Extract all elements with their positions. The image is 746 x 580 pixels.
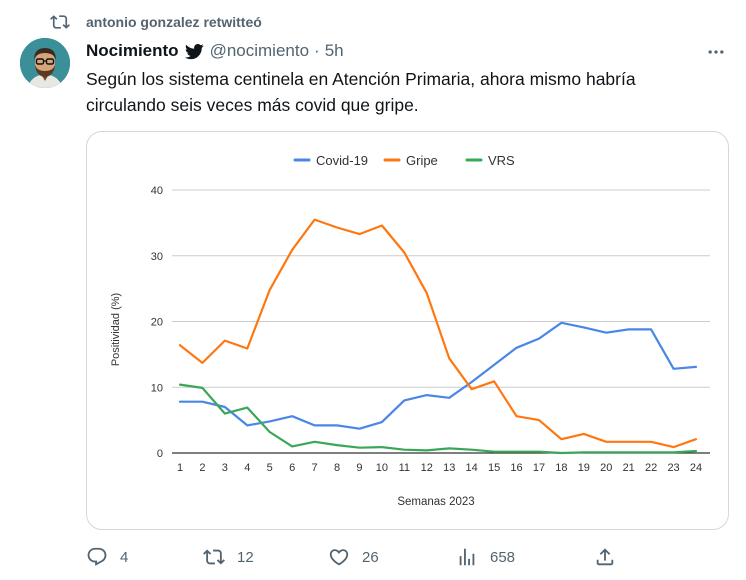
x-tick-label: 8 [334,462,340,474]
x-tick-label: 23 [667,462,679,474]
x-tick-label: 22 [645,462,657,474]
like-button[interactable]: 26 [328,544,379,570]
x-tick-label: 20 [600,462,612,474]
reply-button[interactable]: 4 [86,544,128,570]
x-tick-label: 1 [177,462,183,474]
series-line-gripe [178,218,698,449]
x-tick-label: 6 [289,462,295,474]
legend-label: Gripe [406,153,438,168]
x-tick-label: 14 [466,462,478,474]
legend-label: VRS [488,153,515,168]
retweet-context[interactable]: antonio gonzalez retwitteó [50,12,262,32]
y-tick-label: 20 [151,317,163,329]
retweet-button[interactable]: 12 [203,544,254,570]
x-tick-label: 18 [555,462,567,474]
tweet-action-bar: 4 12 26 658 [86,544,726,570]
avatar-illustration [20,38,70,88]
x-tick-label: 16 [510,462,522,474]
x-tick-label: 4 [244,462,250,474]
x-tick-label: 5 [267,462,273,474]
x-tick-label: 13 [443,462,455,474]
more-horizontal-icon [708,50,724,54]
series-line-vrs [178,383,698,455]
heart-icon [329,549,349,566]
x-tick-label: 12 [421,462,433,474]
reply-count: 4 [120,548,129,566]
separator-dot: · [314,41,320,60]
more-options-button[interactable] [704,40,728,64]
y-axis-title: Positividad (%) [110,293,122,366]
x-tick-label: 10 [376,462,388,474]
tweet-media-card[interactable]: 0 10 20 30 40 1 2 3 4 5 6 7 8 9 10 11 12 13 14 15 16 17 18 19 20… [86,131,729,530]
x-tick-label: 7 [312,462,318,474]
tweet-header: Nocimiento @nocimiento · 5h [86,40,344,62]
x-tick-label: 24 [690,462,702,474]
x-tick-label: 21 [623,462,635,474]
x-axis-title: Semanas 2023 [397,496,474,508]
share-button[interactable] [594,544,628,570]
author-name[interactable]: Nocimiento [86,41,179,60]
x-tick-label: 17 [533,462,545,474]
like-count: 26 [362,548,379,566]
share-icon [596,548,614,566]
author-handle[interactable]: @nocimiento [209,41,310,60]
y-tick-label: 0 [157,448,163,460]
x-tick-label: 2 [199,462,205,474]
y-tick-label: 40 [151,185,163,197]
views-count: 658 [490,548,516,566]
x-tick-label: 15 [488,462,500,474]
legend-label: Covid-19 [316,153,368,168]
analytics-bars-icon [459,548,475,566]
avatar[interactable] [20,38,70,88]
retweet-icon [50,15,70,29]
y-tick-label: 10 [151,382,163,394]
retweet-icon [203,549,225,565]
reply-icon [87,547,107,566]
views-button[interactable]: 658 [456,544,515,570]
x-tick-label: 9 [356,462,362,474]
tweet-timestamp[interactable]: 5h [324,41,344,60]
tweet-text: Según los sistema centinela en Atención … [86,69,636,115]
x-tick-label: 19 [578,462,590,474]
x-tick-label: 3 [222,462,228,474]
retweet-label: antonio gonzalez retwitteó [86,14,262,30]
y-tick-label: 30 [151,251,163,263]
retweet-count: 12 [237,548,254,566]
series-line-covid-19 [178,321,698,430]
x-tick-label: 11 [399,462,410,474]
twitter-bird-icon [184,43,204,59]
